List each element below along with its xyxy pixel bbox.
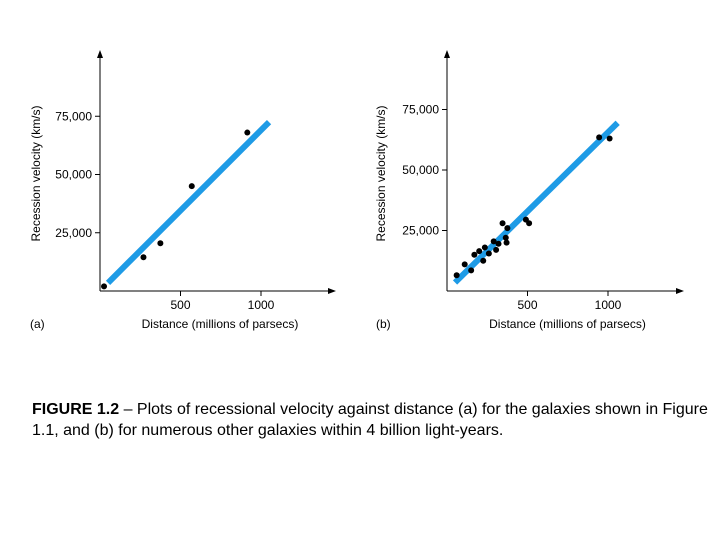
data-point [504,225,511,232]
panel-label: (b) [376,317,391,331]
data-point [480,257,487,264]
data-point [140,254,147,261]
y-tick-label: 50,000 [402,163,439,177]
caption-label: FIGURE 1.2 [32,401,120,418]
caption-text: – Plots of recessional velocity against … [32,401,708,439]
data-point [499,220,506,227]
charts-canvas: 25,000 50,000 75,000 500 1000 Distance (milli… [29,50,684,331]
data-point [481,244,488,251]
data-point [502,234,509,241]
y-tick-label: 50,000 [55,168,92,182]
data-point [461,261,468,268]
y-axis-label: Recession velocity (km/s) [374,105,388,241]
y-axis-arrow [97,50,103,58]
fit-line [452,120,620,285]
x-axis-label: Distance (millions of parsecs) [142,317,299,331]
data-point [490,238,497,245]
y-axis-arrow [444,50,450,58]
data-point [471,251,478,258]
fit-line [105,119,272,285]
x-axis-label: Distance (millions of parsecs) [489,317,646,331]
data-point [526,220,533,227]
x-tick-label: 500 [170,298,190,312]
data-point [453,272,460,279]
data-point [468,267,475,274]
x-tick-label: 1000 [595,298,622,312]
y-tick-label: 25,000 [55,226,92,240]
chart-panel-b: 25,000 50,000 75,000 500 1000 Distance (milli… [374,50,684,331]
x-tick-label: 1000 [248,298,275,312]
y-tick-label: 25,000 [402,224,439,238]
data-point [101,283,108,290]
data-point [476,248,483,255]
chart-panel-a: 25,000 50,000 75,000 500 1000 Distance (milli… [29,50,336,331]
y-tick-label: 75,000 [55,109,92,123]
x-axis-arrow [676,288,684,294]
data-point [485,250,492,257]
panel-label: (a) [30,317,45,331]
data-point [188,183,195,190]
data-point [244,129,251,136]
x-tick-label: 500 [517,298,537,312]
x-axis-arrow [328,288,336,294]
data-point [157,240,164,247]
data-point [493,246,500,253]
data-point [503,239,510,246]
data-point [606,135,613,142]
figure-caption: FIGURE 1.2 – Plots of recessional veloci… [32,399,712,441]
data-point [596,134,603,141]
y-tick-label: 75,000 [402,103,439,117]
y-axis-label: Recession velocity (km/s) [29,105,43,241]
data-point [495,240,502,247]
